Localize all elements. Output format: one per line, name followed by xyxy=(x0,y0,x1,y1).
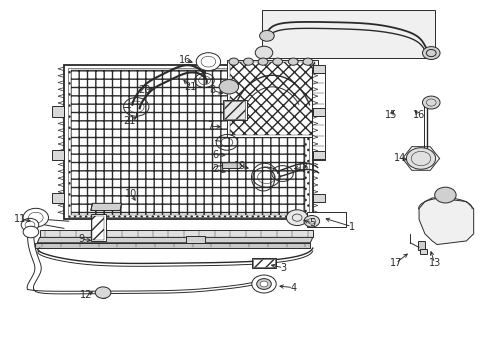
Bar xyxy=(311,69,325,160)
Text: 19: 19 xyxy=(233,161,245,171)
Circle shape xyxy=(288,58,298,65)
Text: 16: 16 xyxy=(179,55,191,65)
Text: 4: 4 xyxy=(289,283,296,293)
Polygon shape xyxy=(418,198,473,244)
Text: 12: 12 xyxy=(80,291,92,301)
Polygon shape xyxy=(102,287,104,298)
Circle shape xyxy=(23,226,39,238)
Circle shape xyxy=(256,279,271,289)
Text: 2: 2 xyxy=(212,164,218,174)
Circle shape xyxy=(228,58,238,65)
Text: 14: 14 xyxy=(394,153,406,163)
Polygon shape xyxy=(52,193,64,203)
Text: 17: 17 xyxy=(388,258,401,268)
Text: 6: 6 xyxy=(212,150,218,160)
Bar xyxy=(68,68,308,217)
Text: 21: 21 xyxy=(123,116,136,126)
Polygon shape xyxy=(52,107,64,117)
Text: 13: 13 xyxy=(427,258,440,268)
Polygon shape xyxy=(35,243,310,248)
Bar xyxy=(253,259,274,267)
Circle shape xyxy=(95,287,111,298)
Polygon shape xyxy=(261,50,266,55)
Text: 16: 16 xyxy=(412,111,425,121)
Polygon shape xyxy=(52,149,64,160)
Circle shape xyxy=(255,46,272,59)
Text: 3: 3 xyxy=(280,263,286,273)
Polygon shape xyxy=(40,230,312,237)
Polygon shape xyxy=(91,203,122,211)
Circle shape xyxy=(243,58,253,65)
Polygon shape xyxy=(419,249,427,253)
Circle shape xyxy=(304,216,319,227)
Circle shape xyxy=(406,148,435,169)
Circle shape xyxy=(434,187,455,203)
Circle shape xyxy=(259,31,274,41)
Circle shape xyxy=(251,275,276,293)
Bar xyxy=(91,214,105,241)
Text: 15: 15 xyxy=(384,111,396,121)
Bar xyxy=(185,235,205,243)
Polygon shape xyxy=(417,241,424,250)
Polygon shape xyxy=(37,237,312,243)
Text: 11: 11 xyxy=(14,215,26,224)
Text: 21: 21 xyxy=(184,82,197,92)
Polygon shape xyxy=(312,64,325,73)
Circle shape xyxy=(422,96,439,109)
Polygon shape xyxy=(312,150,325,159)
Bar xyxy=(64,65,312,220)
Polygon shape xyxy=(224,84,233,89)
Circle shape xyxy=(21,219,39,231)
Text: 9: 9 xyxy=(78,234,84,244)
Polygon shape xyxy=(312,194,325,202)
Circle shape xyxy=(272,58,282,65)
Bar xyxy=(71,69,305,215)
Circle shape xyxy=(303,58,312,65)
Bar xyxy=(222,100,246,120)
Text: 1: 1 xyxy=(348,222,354,231)
Text: 20: 20 xyxy=(138,85,150,95)
Circle shape xyxy=(219,80,238,94)
Polygon shape xyxy=(222,163,242,168)
Polygon shape xyxy=(227,60,317,137)
Bar xyxy=(224,102,245,119)
Circle shape xyxy=(196,53,220,71)
Circle shape xyxy=(422,46,439,59)
Bar xyxy=(251,258,276,268)
Circle shape xyxy=(258,58,267,65)
Bar xyxy=(306,212,345,226)
Circle shape xyxy=(286,210,307,226)
Text: 18: 18 xyxy=(296,162,308,172)
Bar xyxy=(92,216,104,240)
Text: 8: 8 xyxy=(209,85,215,95)
Text: 7: 7 xyxy=(207,121,213,131)
Text: 5: 5 xyxy=(309,218,315,228)
Text: 10: 10 xyxy=(125,189,137,199)
Circle shape xyxy=(23,208,48,227)
Polygon shape xyxy=(312,108,325,116)
Bar xyxy=(261,10,434,58)
Circle shape xyxy=(260,281,267,287)
Bar xyxy=(229,62,315,135)
